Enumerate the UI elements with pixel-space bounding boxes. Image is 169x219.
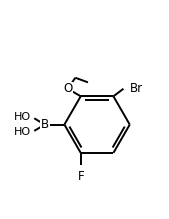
Text: B: B: [41, 118, 49, 131]
Text: HO: HO: [14, 112, 31, 122]
Text: Br: Br: [130, 82, 143, 95]
Text: F: F: [77, 170, 84, 183]
Text: O: O: [63, 82, 72, 95]
Text: HO: HO: [14, 127, 31, 137]
